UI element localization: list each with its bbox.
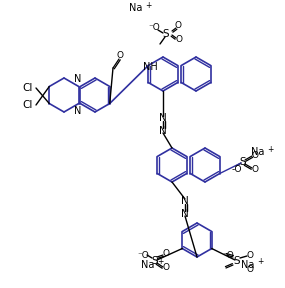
Text: Cl: Cl: [23, 100, 33, 110]
Text: Na: Na: [141, 260, 155, 270]
Text: O: O: [117, 52, 123, 60]
Text: Cl: Cl: [23, 83, 33, 93]
Text: O: O: [162, 264, 170, 272]
Text: O: O: [251, 164, 258, 173]
Text: Na: Na: [251, 147, 265, 157]
Text: N: N: [181, 196, 189, 206]
Text: O: O: [174, 22, 182, 31]
Text: O: O: [247, 264, 253, 274]
Text: +: +: [145, 1, 151, 10]
Text: Na: Na: [241, 260, 255, 270]
Text: -O: -O: [232, 164, 242, 173]
Text: S: S: [163, 29, 169, 39]
Text: Na: Na: [129, 3, 143, 13]
Text: O: O: [176, 35, 182, 43]
Text: ⁻O: ⁻O: [222, 251, 234, 259]
Text: N: N: [74, 74, 82, 84]
Text: O: O: [162, 249, 170, 259]
Text: N: N: [159, 126, 167, 136]
Text: NH: NH: [142, 62, 157, 72]
Text: S: S: [234, 256, 240, 266]
Text: N: N: [159, 113, 167, 123]
Text: +: +: [267, 145, 273, 154]
Text: ⁻O: ⁻O: [148, 24, 160, 33]
Text: S: S: [240, 157, 246, 167]
Text: +: +: [157, 257, 163, 266]
Text: N: N: [74, 106, 82, 116]
Text: ⁻O: ⁻O: [137, 251, 149, 259]
Text: N: N: [181, 209, 189, 219]
Text: O: O: [251, 151, 258, 160]
Text: S: S: [152, 256, 158, 266]
Text: +: +: [257, 257, 263, 266]
Text: O: O: [247, 251, 253, 259]
